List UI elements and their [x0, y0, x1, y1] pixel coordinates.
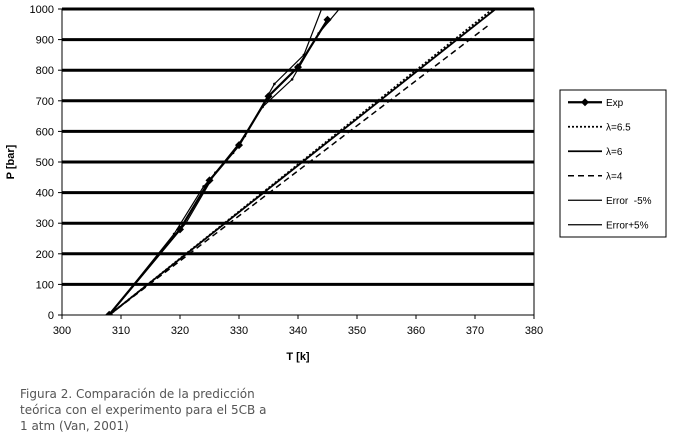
legend: Exp λ=6.5 λ=6 λ=4 Error -5% Error+5% — [559, 89, 667, 238]
series-5 — [108, 9, 323, 315]
legend-label-4: Error -5% — [606, 196, 652, 207]
legend-label-1: λ=6.5 — [606, 122, 631, 133]
x-tick-label-5: 350 — [348, 325, 366, 337]
data-point-0-6 — [323, 15, 332, 24]
y-tick-label-2: 200 — [36, 249, 54, 261]
legend-box — [559, 89, 667, 238]
data-point-5-4 — [273, 82, 276, 86]
data-point-5-5 — [302, 53, 306, 57]
y-tick-label-5: 500 — [36, 157, 54, 169]
series-line-2 — [108, 9, 497, 315]
data-point-5-1 — [184, 221, 188, 225]
y-tick-label-8: 800 — [36, 65, 54, 77]
x-tick-label-7: 370 — [466, 325, 484, 337]
figure-caption: Figura 2. Comparación de la predicción t… — [20, 386, 320, 434]
y-axis-title: P [bar] — [5, 144, 17, 179]
series-layer — [105, 9, 497, 315]
x-tick-label-6: 360 — [407, 325, 425, 337]
gridlines — [62, 7, 534, 286]
y-tick-label-9: 900 — [36, 35, 54, 47]
x-tick-label-0: 300 — [53, 325, 71, 337]
y-axis-ticks: 0 100 200 300 400 500 600 700 800 900 1000 — [30, 4, 62, 322]
y-tick-label-1: 100 — [36, 279, 54, 291]
legend-label-0: Exp — [606, 98, 624, 109]
y-tick-label-3: 300 — [36, 218, 54, 230]
data-point-5-2 — [214, 171, 217, 175]
x-axis-ticks: 300 310 320 330 340 350 360 370 380 — [53, 315, 543, 337]
y-tick-label-10: 1000 — [30, 4, 54, 16]
legend-label-5: Error+5% — [606, 220, 649, 231]
x-tick-label-4: 340 — [289, 325, 307, 337]
x-tick-label-3: 330 — [230, 325, 248, 337]
y-tick-label-6: 600 — [36, 126, 54, 138]
caption-line-3: 1 atm (Van, 2001) — [20, 419, 129, 433]
y-tick-label-0: 0 — [48, 310, 54, 322]
caption-line-1: Figura 2. Comparación de la predicción — [20, 387, 255, 401]
data-point-5-3 — [243, 134, 247, 138]
x-tick-label-8: 380 — [525, 325, 543, 337]
data-point-4-5 — [290, 78, 294, 81]
caption-line-2: teórica con el experimento para el 5CB a — [20, 403, 267, 417]
data-point-4-1 — [172, 232, 176, 236]
y-tick-label-7: 700 — [36, 96, 54, 108]
series-2 — [108, 9, 497, 315]
legend-label-3: λ=4 — [606, 171, 623, 182]
data-point-4-2 — [202, 185, 205, 188]
data-point-4-6 — [317, 32, 320, 35]
legend-label-2: λ=6 — [606, 147, 623, 158]
legend-marker-0 — [581, 98, 589, 107]
x-tick-label-2: 320 — [171, 325, 189, 337]
x-axis-title: T [k] — [286, 351, 310, 363]
y-tick-label-4: 400 — [36, 188, 54, 200]
x-tick-label-1: 310 — [112, 325, 130, 337]
